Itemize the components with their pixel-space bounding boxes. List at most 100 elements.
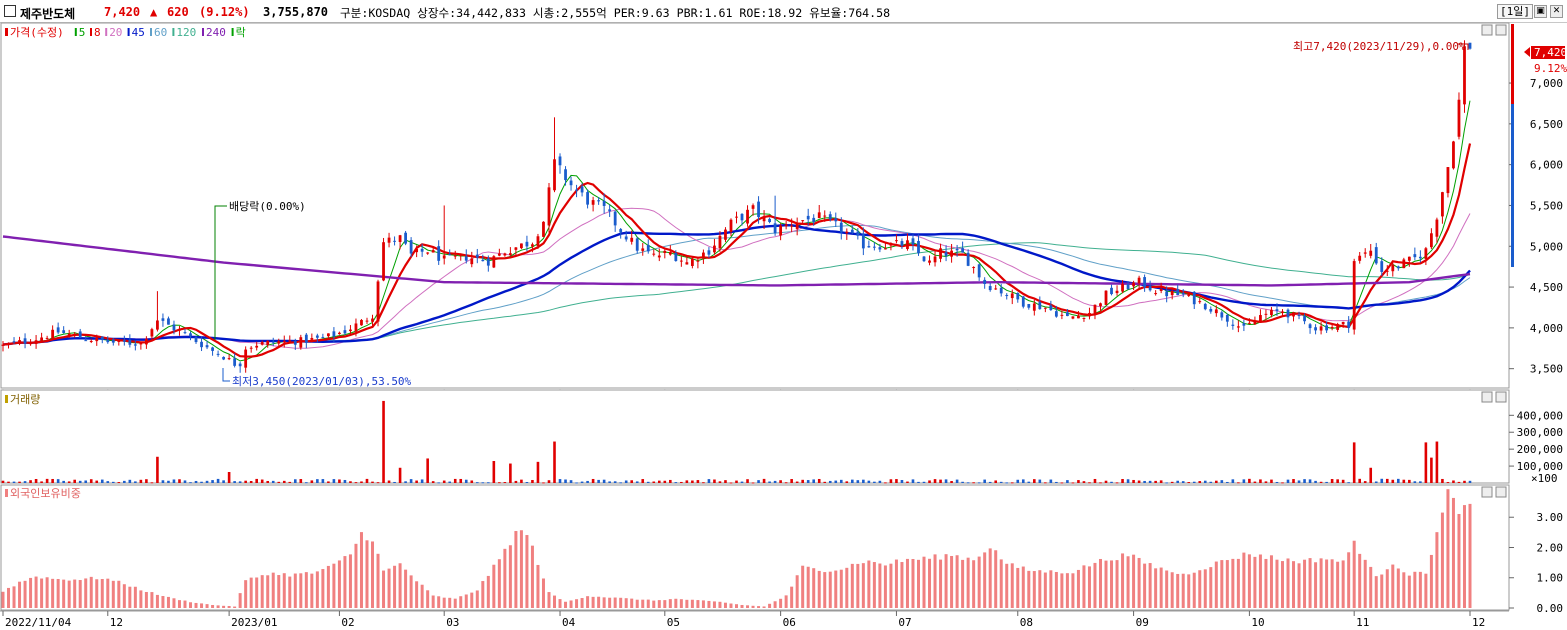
candle-body (1435, 219, 1439, 237)
high-annotation: 최고7,420(2023/11/29),0.00% (1293, 40, 1469, 53)
foreign-bar (117, 580, 121, 608)
candle-body (1121, 283, 1124, 292)
foreign-bar (597, 596, 601, 608)
volume-bar (939, 479, 942, 483)
candle-body (718, 235, 722, 249)
volume-bar (1220, 480, 1224, 483)
foreign-tick-label: 3.00 (1537, 511, 1564, 524)
candle-body (354, 323, 358, 332)
candle-body (431, 250, 435, 253)
volume-legend-marker (5, 395, 8, 403)
foreign-bar (762, 606, 766, 608)
foreign-bar (1021, 566, 1025, 608)
last-price-arrow-icon (1524, 47, 1530, 57)
foreign-bar (751, 605, 755, 608)
foreign-bar (723, 602, 727, 608)
stock-checkbox[interactable] (4, 5, 16, 17)
volume-bar (900, 479, 904, 483)
panel-close-icon[interactable] (1495, 24, 1507, 36)
foreign-bar (977, 556, 981, 608)
volume-bar (167, 480, 170, 483)
volume-bar (89, 479, 93, 483)
candle-body (586, 192, 589, 205)
foreign-bar (911, 559, 915, 608)
candle-body (1374, 247, 1378, 264)
candle-body (1259, 315, 1262, 322)
candle-body (84, 340, 88, 342)
close-icon[interactable]: ✕ (1550, 5, 1563, 18)
foreign-bar (1187, 574, 1191, 608)
foreign-ownership-panel: 0.00 1.00 2.00 3.00 외국인보유비중 (0, 484, 1564, 615)
foreign-bar (376, 553, 380, 608)
foreign-bar (530, 545, 534, 608)
candle-body (189, 333, 192, 337)
foreign-bar (663, 600, 667, 608)
foreign-bar (1352, 540, 1356, 608)
volume-bar (431, 481, 435, 483)
candle-body (106, 339, 110, 343)
foreign-bar (238, 593, 242, 608)
volume-maximize-icon[interactable] (1481, 391, 1493, 403)
dividend-pointer (214, 205, 227, 340)
restore-icon[interactable]: ▣ (1534, 5, 1547, 18)
candle-body (481, 259, 485, 262)
volume-bar (1275, 481, 1279, 483)
panel-maximize-icon[interactable] (1481, 24, 1493, 36)
volume-bar (1419, 481, 1422, 483)
volume-bar (520, 479, 523, 483)
foreign-bar (1032, 571, 1036, 608)
volume-bar (288, 481, 292, 483)
foreign-bar (1027, 570, 1031, 608)
candle-body (564, 169, 567, 181)
candle-body (911, 238, 915, 245)
volume-bar (988, 481, 992, 483)
volume-bar (795, 481, 799, 483)
foreign-bar (205, 604, 209, 608)
foreign-close-icon[interactable] (1495, 486, 1507, 498)
volume-bar (51, 478, 54, 483)
volume-bar (580, 481, 584, 483)
foreign-maximize-icon[interactable] (1481, 486, 1493, 498)
candle-body (944, 252, 948, 256)
candle-body (40, 337, 44, 341)
volume-close-icon[interactable] (1495, 391, 1507, 403)
candle-body (1270, 309, 1273, 316)
period-selector[interactable]: [1일] (1497, 4, 1533, 19)
volume-bar (1060, 482, 1064, 484)
candle-body (89, 340, 93, 342)
volume-bar (112, 481, 115, 483)
candle-body (1082, 317, 1086, 319)
volume-bar (834, 480, 838, 483)
foreign-bar (29, 577, 33, 608)
price-change-pct: (9.12%) (199, 5, 250, 19)
candle-body (117, 339, 121, 342)
volume-bar (1055, 481, 1058, 483)
volume-bar (669, 479, 672, 483)
foreign-bar (398, 563, 402, 608)
candle-body (1352, 261, 1356, 330)
volume-bar (1270, 479, 1273, 483)
candle-body (762, 217, 766, 222)
candle-body (542, 221, 545, 237)
volume-bar (586, 480, 589, 483)
foreign-bar (233, 606, 237, 608)
foreign-bar (503, 548, 507, 608)
foreign-bar (834, 570, 838, 608)
foreign-bar (1280, 561, 1284, 608)
foreign-bar (707, 600, 711, 608)
candle-body (167, 318, 170, 325)
foreign-bar (1104, 560, 1108, 608)
stock-name[interactable]: 제주반도체 (20, 7, 76, 21)
candle-body (536, 236, 540, 247)
volume-bar (1099, 482, 1102, 484)
foreign-bar (1385, 569, 1389, 608)
candle-body (1247, 322, 1251, 324)
candle-body (977, 264, 981, 278)
foreign-bar (420, 584, 424, 608)
volume-bar (878, 480, 882, 483)
foreign-bar (1336, 561, 1340, 608)
volume-bar (597, 479, 600, 483)
volume-bar (1352, 442, 1356, 483)
foreign-bar (988, 548, 992, 608)
foreign-bar (1435, 532, 1439, 608)
